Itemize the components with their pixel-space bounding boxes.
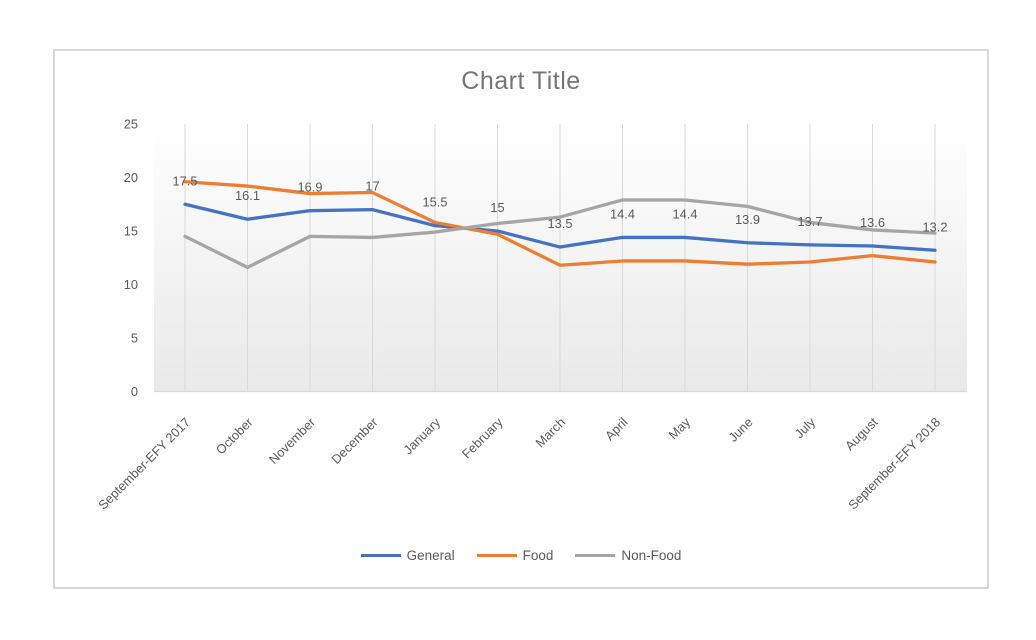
legend-item-general[interactable]: General	[360, 548, 455, 563]
legend-swatch-food	[476, 553, 517, 558]
legend-swatch-general	[360, 553, 401, 558]
series-line-food[interactable]	[183, 180, 937, 267]
y-axis-tick-label: 10	[124, 277, 138, 292]
legend-item-non-food[interactable]: Non-Food	[575, 548, 681, 563]
data-label-general: 13.6	[860, 215, 885, 230]
data-label-general: 14.4	[610, 206, 635, 221]
data-label-general: 17.5	[173, 173, 198, 188]
data-label-general: 16.1	[235, 188, 260, 203]
legend-swatch-non-food	[575, 553, 616, 558]
y-axis-tick-label: 15	[124, 224, 138, 239]
legend-label-general: General	[406, 548, 455, 563]
legend-label-food: Food	[522, 548, 554, 563]
chart-title[interactable]: Chart Title	[461, 67, 581, 95]
x-axis-tick-label: November	[266, 414, 319, 467]
x-axis-tick-label: March	[532, 415, 568, 451]
x-axis-tick-label: August	[842, 414, 881, 453]
legend-label-non-food: Non-Food	[621, 548, 682, 563]
x-axis-tick-label: February	[459, 414, 506, 461]
x-axis-tick-label: January	[400, 414, 443, 457]
data-label-general: 17	[365, 179, 379, 194]
data-label-general: 13.7	[798, 214, 823, 229]
data-label-general: 16.9	[298, 180, 323, 195]
x-axis-tick-label: October	[213, 414, 256, 457]
series-line-non-food[interactable]	[183, 198, 937, 270]
x-axis-tick-label: June	[725, 415, 755, 445]
y-axis-tick-label: 5	[131, 331, 138, 346]
x-axis-tick-label: September-EFY 2017	[95, 415, 193, 513]
legend-item-food[interactable]: Food	[476, 548, 554, 563]
data-label-general: 13.9	[735, 212, 760, 227]
x-axis-tick-label: May	[665, 414, 693, 442]
data-label-general: 13.5	[548, 216, 573, 231]
series-line-general[interactable]	[183, 202, 937, 252]
y-axis-tick-label: 20	[124, 170, 138, 185]
data-label-general: 13.2	[923, 219, 948, 234]
y-axis-tick-label: 25	[124, 117, 138, 132]
x-axis-tick-label: July	[791, 414, 818, 441]
data-label-general: 15	[490, 200, 504, 215]
data-label-general: 15.5	[423, 195, 448, 210]
chart-legend: General Food Non-Food	[53, 548, 989, 563]
y-axis-tick-label: 0	[131, 384, 138, 399]
x-axis-tick-label: December	[328, 414, 381, 467]
data-label-general: 14.4	[673, 206, 698, 221]
x-axis-tick-label: April	[602, 415, 631, 444]
